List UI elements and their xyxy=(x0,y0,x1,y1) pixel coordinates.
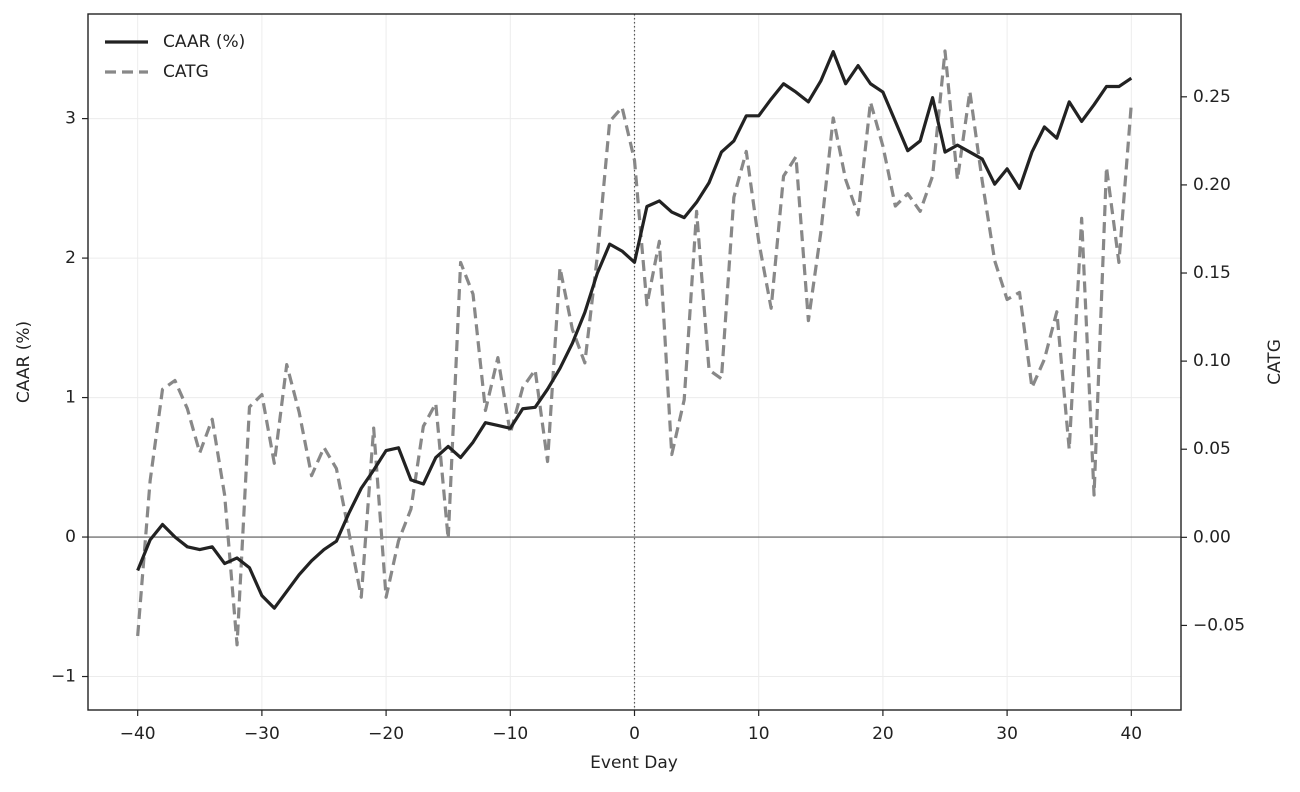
plot-frame xyxy=(87,13,1182,711)
y2-tick-label: 0.25 xyxy=(1193,87,1231,107)
y-axis-label: CAAR (%) xyxy=(14,321,34,403)
x-tick-label: 40 xyxy=(1120,724,1142,744)
legend-label: CAAR (%) xyxy=(163,32,245,52)
y2-tick-label: 0.10 xyxy=(1193,351,1231,371)
legend-label: CATG xyxy=(163,62,209,82)
x-axis-label: Event Day xyxy=(590,753,678,773)
y2-tick-label: 0.05 xyxy=(1193,439,1231,459)
x-tick-label: −40 xyxy=(120,724,156,744)
y2-tick-label: −0.05 xyxy=(1193,615,1245,635)
y-tick-label: −1 xyxy=(51,667,76,687)
x-tick-label: −10 xyxy=(492,724,528,744)
series-line xyxy=(136,49,1133,647)
y-tick-label: 2 xyxy=(65,248,76,268)
series-line xyxy=(136,50,1133,610)
x-tick-label: −20 xyxy=(368,724,404,744)
x-tick-label: 10 xyxy=(748,724,770,744)
x-tick-label: 20 xyxy=(872,724,894,744)
y2-axis-label: CATG xyxy=(1265,339,1285,385)
y-tick-label: 3 xyxy=(65,109,76,129)
y-tick-label: 1 xyxy=(65,388,76,408)
x-tick-label: 0 xyxy=(629,724,640,744)
y2-tick-label: 0.00 xyxy=(1193,527,1231,547)
y2-tick-label: 0.20 xyxy=(1193,175,1231,195)
y-tick-label: 0 xyxy=(65,527,76,547)
x-tick-label: 30 xyxy=(996,724,1018,744)
x-tick-label: −30 xyxy=(244,724,280,744)
y2-tick-label: 0.15 xyxy=(1193,263,1231,283)
